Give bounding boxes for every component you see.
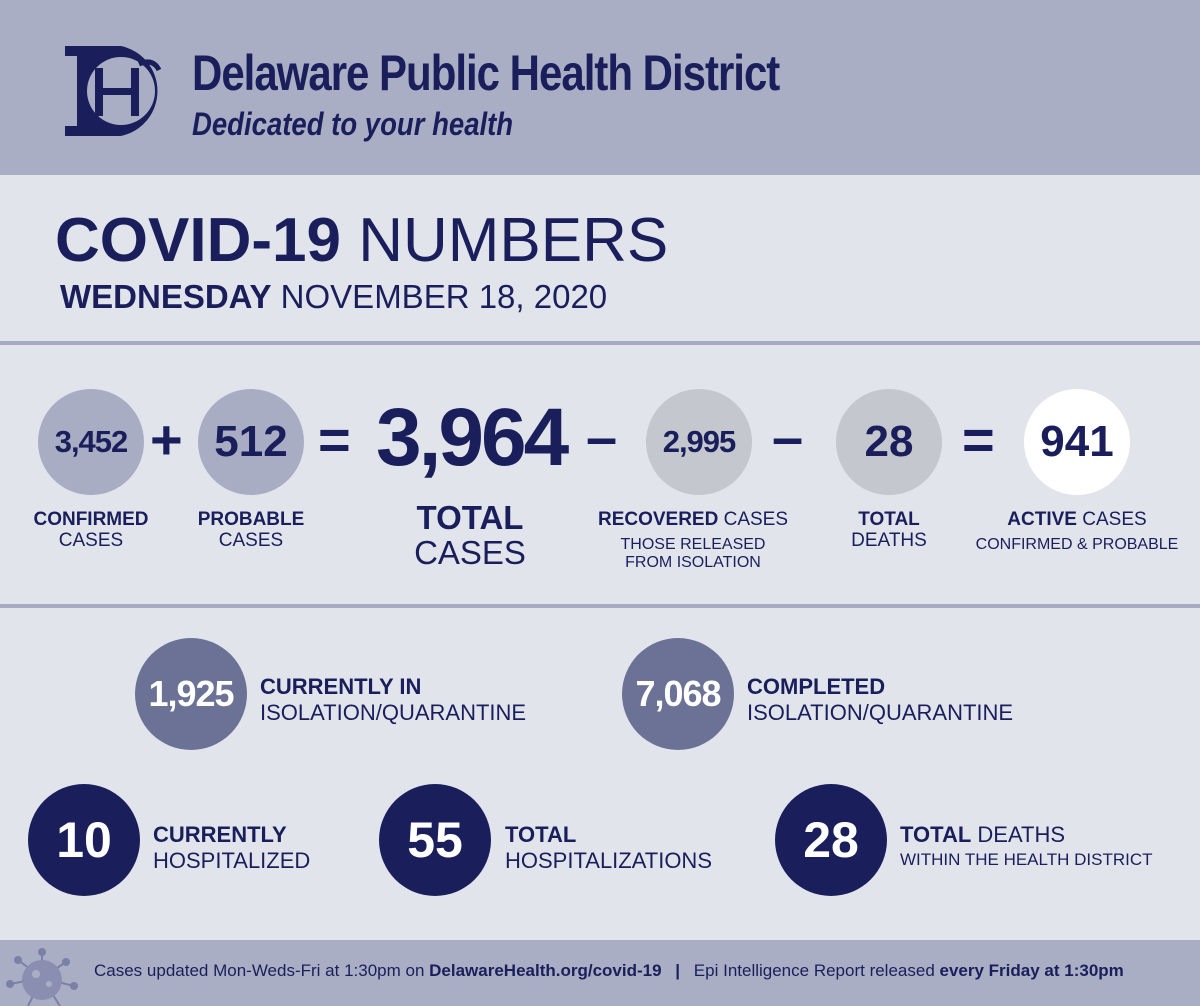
hospitalized-current-line2: HOSPITALIZED — [153, 847, 311, 873]
org-name: Delaware Public Health District — [192, 45, 780, 101]
probable-label-bold: PROBABLE — [197, 509, 305, 530]
page-title: COVID-19 NUMBERS — [55, 205, 668, 276]
deaths-value: 28 — [864, 417, 914, 466]
active-sublabel: CONFIRMED & PROBABLE — [975, 536, 1179, 554]
footer-bar: Cases updated Mon-Weds-Fri at 1:30pm on … — [0, 940, 1200, 1006]
divider-bottom — [0, 604, 1200, 608]
deaths-district-value: 28 — [803, 812, 859, 868]
deaths-district-line2: WITHIN THE HEALTH DISTRICT — [900, 849, 1153, 869]
title-rest: NUMBERS — [358, 206, 669, 275]
footer-part2: Epi Intelligence Report released — [693, 961, 935, 980]
footer-part3: every Friday at 1:30pm — [939, 961, 1124, 980]
virus-icon — [6, 948, 78, 1006]
recovered-label-text: CASES — [723, 509, 789, 530]
probable-circle: 512 — [198, 389, 304, 495]
isolation-completed-label: COMPLETED ISOLATION/QUARANTINE — [747, 674, 1013, 726]
deaths-label-bold: TOTAL — [858, 509, 920, 530]
confirmed-label-bold: CONFIRMED — [33, 509, 149, 530]
recovered-sub2: FROM ISOLATION — [625, 553, 761, 571]
isolation-current-line1: CURRENTLY IN — [260, 674, 422, 699]
hospitalizations-total-circle: 55 — [379, 784, 491, 896]
recovered-value: 2,995 — [662, 424, 737, 459]
recovered-sublabel: THOSE RELEASED FROM ISOLATION — [590, 536, 796, 571]
footer-link[interactable]: DelawareHealth.org/covid-19 — [429, 961, 662, 980]
divider-top — [0, 341, 1200, 345]
confirmed-value: 3,452 — [54, 424, 129, 459]
minus-sign-2: – — [772, 405, 804, 468]
header-banner: Delaware Public Health District Dedicate… — [0, 0, 1200, 175]
probable-label: PROBABLE CASES — [178, 509, 324, 552]
hospitalizations-total-line1: TOTAL — [505, 822, 577, 847]
plus-sign: + — [150, 408, 183, 471]
isolation-completed-line1: COMPLETED — [747, 674, 886, 699]
minus-sign-1: – — [586, 405, 618, 468]
active-label-bold: ACTIVE — [1007, 509, 1077, 530]
recovered-label: RECOVERED CASES THOSE RELEASED FROM ISOL… — [590, 509, 796, 571]
active-value: 941 — [1040, 417, 1114, 466]
footer-text: Cases updated Mon-Weds-Fri at 1:30pm on … — [94, 961, 1124, 981]
deaths-circle: 28 — [836, 389, 942, 495]
hospitalized-current-circle: 10 — [28, 784, 140, 896]
hospitalized-current-label: CURRENTLY HOSPITALIZED — [153, 822, 310, 874]
total-label-bold: TOTAL — [416, 499, 524, 536]
isolation-current-label: CURRENTLY IN ISOLATION/QUARANTINE — [260, 674, 526, 726]
confirmed-circle: 3,452 — [38, 389, 144, 495]
recovered-circle: 2,995 — [646, 389, 752, 495]
report-date-text: NOVEMBER 18, 2020 — [280, 278, 608, 315]
probable-value: 512 — [214, 417, 288, 466]
title-bold: COVID-19 — [55, 206, 341, 275]
total-cases-label: TOTAL CASES — [370, 499, 570, 571]
total-cases-value: 3,964 — [376, 392, 569, 483]
report-day: WEDNESDAY — [60, 278, 272, 315]
deaths-district-line1-rest: DEATHS — [977, 822, 1066, 847]
org-tagline: Dedicated to your health — [192, 106, 514, 142]
confirmed-label-text: CASES — [58, 530, 124, 552]
deaths-district-label: TOTAL DEATHS WITHIN THE HEALTH DISTRICT — [900, 822, 1153, 870]
isolation-completed-value: 7,068 — [635, 673, 721, 714]
deaths-district-line1-bold: TOTAL — [900, 822, 972, 847]
hospitalized-current-value: 10 — [56, 812, 112, 868]
isolation-current-line2: ISOLATION/QUARANTINE — [260, 699, 527, 725]
dh-logo-icon — [65, 46, 162, 136]
hospitalizations-total-label: TOTAL HOSPITALIZATIONS — [505, 822, 712, 874]
deaths-district-circle: 28 — [775, 784, 887, 896]
title-section: COVID-19 NUMBERS WEDNESDAY NOVEMBER 18, … — [0, 175, 1200, 341]
deaths-label-text: DEATHS — [851, 530, 927, 552]
isolation-current-value: 1,925 — [148, 673, 234, 714]
deaths-district-line1: TOTAL DEATHS — [900, 822, 1153, 848]
hospitalizations-total-line2: HOSPITALIZATIONS — [505, 847, 712, 873]
recovered-label-bold: RECOVERED — [597, 509, 719, 530]
confirmed-label: CONFIRMED CASES — [18, 509, 164, 552]
stats-section: 1,925 CURRENTLY IN ISOLATION/QUARANTINE … — [0, 608, 1200, 940]
total-label-text: CASES — [414, 533, 526, 571]
recovered-sub1: THOSE RELEASED — [620, 536, 766, 554]
equals-sign-1: = — [318, 408, 351, 471]
equals-sign-2: = — [962, 408, 995, 471]
hospitalized-current-line1: CURRENTLY — [153, 822, 287, 847]
active-label-text: CASES — [1082, 509, 1147, 530]
isolation-completed-circle: 7,068 — [622, 638, 734, 750]
footer-separator: | — [675, 961, 681, 980]
isolation-current-circle: 1,925 — [135, 638, 247, 750]
report-date: WEDNESDAY NOVEMBER 18, 2020 — [60, 278, 607, 316]
deaths-label: TOTAL DEATHS — [826, 509, 952, 552]
active-label: ACTIVE CASES CONFIRMED & PROBABLE — [964, 509, 1190, 554]
footer-part1: Cases updated Mon-Weds-Fri at 1:30pm on — [94, 961, 425, 980]
probable-label-text: CASES — [218, 530, 284, 552]
isolation-completed-line2: ISOLATION/QUARANTINE — [747, 699, 1014, 725]
case-equation-section: 3,452 + 512 = 3,964 – 2,995 – 28 = 941 C… — [0, 345, 1200, 605]
hospitalizations-total-value: 55 — [407, 812, 463, 868]
active-circle: 941 — [1024, 389, 1130, 495]
